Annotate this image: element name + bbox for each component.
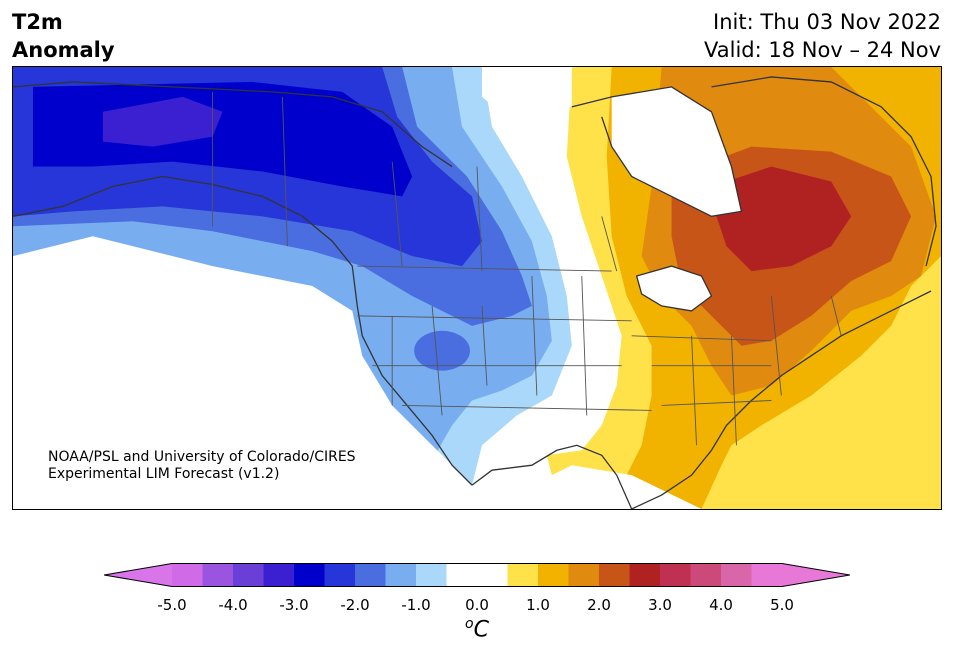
- credit-line-2: Experimental LIM Forecast (v1.2): [48, 466, 280, 482]
- colorbar-segment: [263, 563, 295, 587]
- colorbar-tick-label: -4.0: [218, 596, 248, 614]
- colorbar-segment: [629, 563, 661, 587]
- colorbar-segment: [721, 563, 752, 587]
- colorbar-tick-label: 2.0: [587, 596, 611, 614]
- colorbar-segment: [660, 563, 691, 587]
- colorbar-tick-label: -3.0: [279, 596, 309, 614]
- colorbar-segment: [416, 563, 447, 587]
- colorbar-tick-label: 5.0: [770, 596, 794, 614]
- colorbar-unit: oC: [465, 616, 489, 642]
- colorbar-outline: [104, 563, 850, 587]
- colorbar-segment: [202, 563, 234, 587]
- colorbar-segment: [294, 563, 325, 587]
- colorbar-segment: [599, 563, 630, 587]
- colorbar-segment: [233, 563, 264, 587]
- unit-degree: o: [465, 616, 474, 632]
- colorbar-segment: [568, 563, 600, 587]
- colorbar-segment: [446, 563, 478, 587]
- colorbar-segment: [355, 563, 386, 587]
- great-lakes: [636, 266, 712, 311]
- colorbar-svg: [104, 563, 850, 587]
- credit-text: NOAA/PSL and University of Colorado/CIRE…: [48, 449, 356, 483]
- warm-band-max: [711, 166, 852, 272]
- colorbar-under-arrow: [104, 563, 172, 587]
- valid-range: Valid: 18 Nov – 24 Nov: [704, 38, 941, 62]
- colorbar-segment: [324, 563, 356, 587]
- init-date: Init: Thu 03 Nov 2022: [713, 10, 941, 34]
- colorbar-segment: [538, 563, 569, 587]
- anomaly-map: [12, 66, 942, 510]
- colorbar: [104, 563, 850, 587]
- state-province-borders: [212, 91, 842, 446]
- forecast-dates: Init: Thu 03 Nov 2022 Valid: 18 Nov – 24…: [704, 8, 941, 64]
- colorbar-tick-label: 1.0: [526, 596, 550, 614]
- colorbar-tick-label: 0.0: [465, 596, 489, 614]
- map-title: T2m Anomaly: [12, 8, 115, 64]
- colorbar-tick-label: -5.0: [157, 596, 187, 614]
- title-variable: T2m: [12, 10, 63, 34]
- colorbar-tick-label: 3.0: [648, 596, 672, 614]
- colorbar-tick-label: 4.0: [709, 596, 733, 614]
- colorbar-segment: [751, 563, 783, 587]
- colorbar-segment: [507, 563, 539, 587]
- arctic-water: [481, 67, 572, 122]
- title-field: Anomaly: [12, 38, 115, 62]
- map-canvas: [13, 67, 941, 509]
- colorbar-segment: [690, 563, 722, 587]
- colorbar-tick-label: -1.0: [401, 596, 431, 614]
- colorbar-over-arrow: [782, 563, 850, 587]
- unit-letter: C: [473, 617, 489, 643]
- cold-band-max: [102, 96, 223, 147]
- colorbar-segment: [385, 563, 417, 587]
- colorbar-segment: [172, 563, 203, 587]
- colorbar-segment: [477, 563, 508, 587]
- coastlines: [13, 76, 937, 509]
- hudson-bay: [611, 86, 742, 217]
- pacific-coast-water: [13, 236, 482, 509]
- cold-spot-southwest: [414, 330, 471, 371]
- colorbar-ticks: -5.0 -4.0 -3.0 -2.0 -1.0 0.0 1.0 2.0 3.0 4.0 5.0: [0, 596, 953, 616]
- colorbar-tick-label: -2.0: [340, 596, 370, 614]
- credit-line-1: NOAA/PSL and University of Colorado/CIRE…: [48, 449, 356, 465]
